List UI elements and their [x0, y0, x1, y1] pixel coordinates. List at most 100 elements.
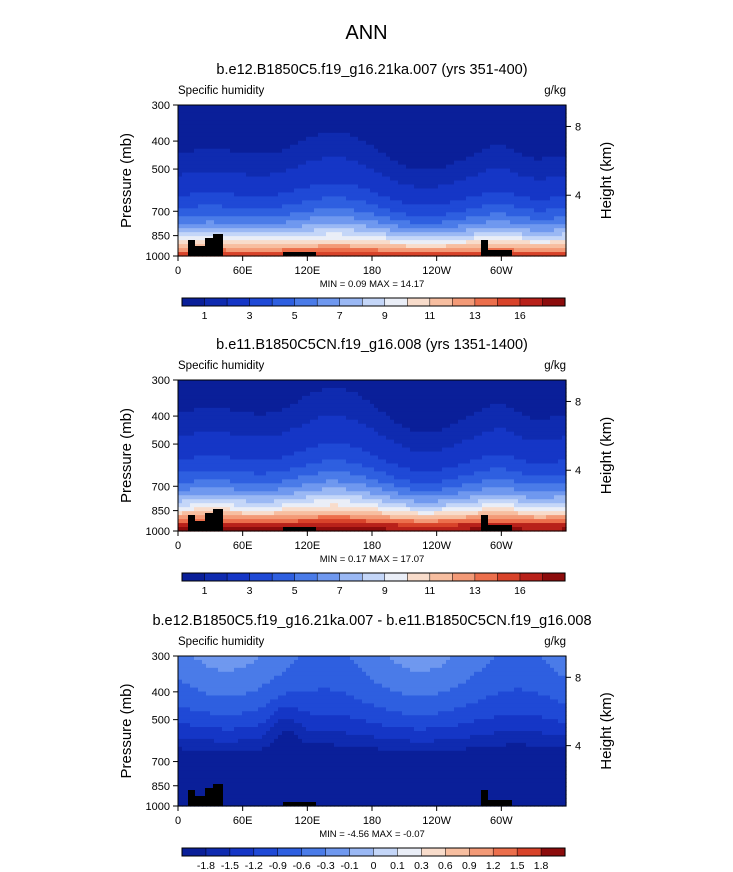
contour-cell	[378, 208, 383, 213]
contour-cell	[350, 204, 355, 209]
contour-cell	[198, 192, 203, 197]
contour-cell	[246, 467, 251, 472]
contour-cell	[466, 156, 471, 162]
contour-cell	[282, 108, 287, 114]
contour-cell	[298, 240, 303, 245]
contour-cell	[426, 132, 431, 138]
contour-cell	[418, 144, 423, 150]
contour-cell	[558, 212, 563, 217]
contour-cell	[226, 108, 231, 114]
contour-cell	[506, 105, 511, 110]
contour-cell	[426, 200, 431, 205]
contour-cell	[278, 527, 283, 532]
contour-cell	[450, 156, 455, 162]
contour-cell	[398, 136, 403, 142]
contour-cell	[314, 204, 319, 209]
contour-cell	[558, 224, 563, 229]
contour-cell	[282, 407, 287, 413]
contour-cell	[270, 152, 275, 158]
contour-cell	[202, 148, 207, 154]
contour-cell	[326, 188, 331, 194]
contour-cell	[278, 192, 283, 197]
contour-cell	[262, 136, 267, 142]
contour-cell	[318, 124, 323, 130]
contour-cell	[410, 128, 415, 134]
contour-cell	[298, 124, 303, 130]
contour-cell	[238, 240, 243, 245]
contour-cell	[186, 168, 191, 174]
contour-cell	[334, 208, 339, 213]
contour-cell	[274, 220, 279, 225]
contour-cell	[238, 463, 243, 469]
contour-cell	[206, 471, 211, 476]
contour-cell	[390, 124, 395, 130]
contour-cell	[302, 176, 307, 182]
contour-cell	[274, 252, 279, 257]
contour-cell	[182, 164, 187, 170]
contour-cell	[290, 140, 295, 146]
contour-cell	[406, 116, 411, 122]
contour-cell	[250, 427, 255, 433]
contour-cell	[502, 112, 507, 118]
contour-cell	[254, 467, 259, 472]
contour-cell	[330, 160, 335, 166]
contour-cell	[342, 188, 347, 194]
contour-cell	[186, 463, 191, 469]
contour-cell	[306, 395, 311, 401]
contour-cell	[286, 232, 291, 237]
contour-cell	[254, 479, 259, 484]
contour-cell	[306, 455, 311, 461]
contour-cell	[190, 451, 195, 457]
contour-cell	[334, 176, 339, 182]
contour-cell	[178, 200, 183, 205]
contour-cell	[178, 503, 183, 508]
contour-cell	[266, 116, 271, 122]
contour-cell	[266, 172, 271, 178]
contour-cell	[470, 208, 475, 213]
contour-cell	[350, 184, 355, 190]
contour-cell	[214, 160, 219, 166]
contour-cell	[338, 200, 343, 205]
figure-title: ANN	[345, 22, 388, 44]
contour-cell	[358, 105, 363, 110]
contour-cell	[210, 105, 215, 110]
contour-cell	[442, 128, 447, 134]
contour-cell	[234, 172, 239, 178]
contour-cell	[270, 116, 275, 122]
contour-cell	[554, 124, 559, 130]
contour-cell	[322, 116, 327, 122]
contour-cell	[546, 156, 551, 162]
contour-cell	[478, 184, 483, 190]
contour-cell	[270, 168, 275, 174]
contour-cell	[286, 487, 291, 492]
contour-cell	[238, 172, 243, 178]
contour-cell	[266, 380, 271, 385]
contour-cell	[398, 148, 403, 154]
contour-cell	[498, 208, 503, 213]
contour-cell	[486, 240, 491, 245]
contour-cell	[562, 208, 567, 213]
contour-cell	[282, 435, 287, 441]
contour-cell	[206, 431, 211, 437]
contour-cell	[422, 236, 427, 241]
contour-cell	[190, 395, 195, 401]
contour-cell	[298, 220, 303, 225]
contour-cell	[282, 212, 287, 217]
contour-cell	[374, 208, 379, 213]
contour-cell	[430, 200, 435, 205]
contour-cell	[294, 184, 299, 190]
contour-cell	[194, 459, 199, 465]
contour-cell	[278, 395, 283, 401]
contour-cell	[234, 124, 239, 130]
contour-cell	[478, 168, 483, 174]
contour-cell	[526, 152, 531, 158]
contour-cell	[530, 252, 535, 257]
contour-cell	[238, 411, 243, 417]
contour-cell	[182, 132, 187, 138]
contour-cell	[214, 471, 219, 476]
contour-cell	[190, 108, 195, 114]
contour-cell	[426, 112, 431, 118]
contour-cell	[222, 383, 227, 389]
contour-cell	[390, 220, 395, 225]
contour-cell	[434, 128, 439, 134]
